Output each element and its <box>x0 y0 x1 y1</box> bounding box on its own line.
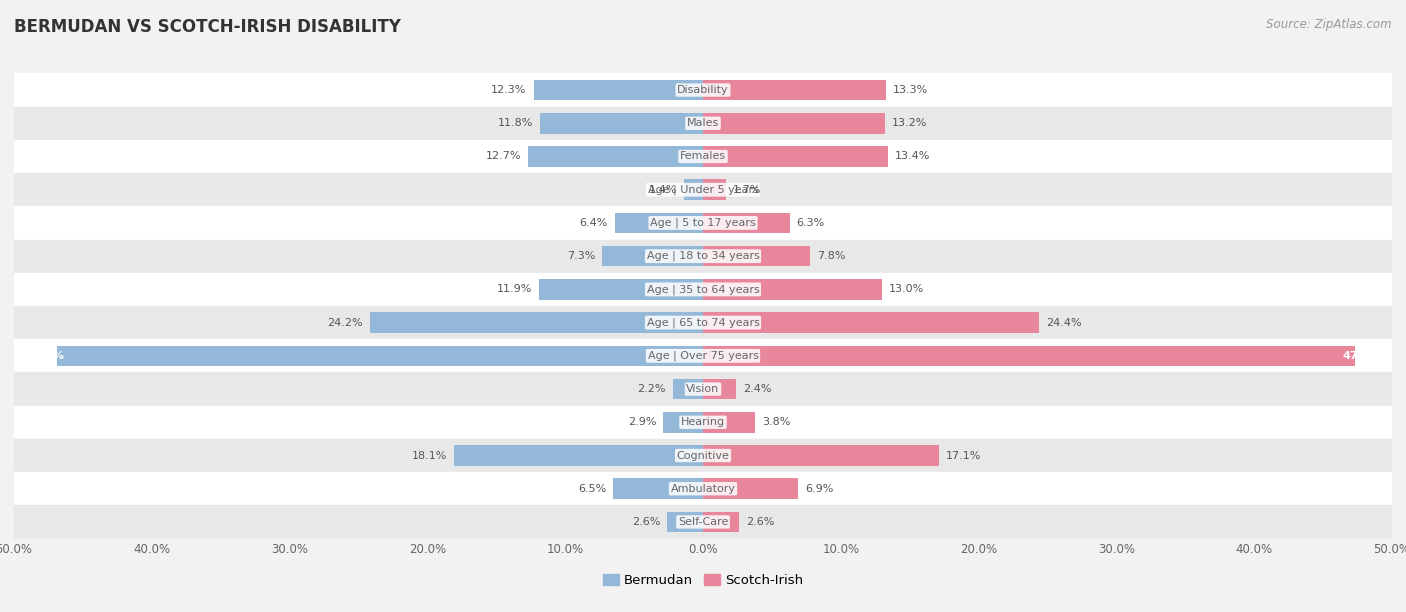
Text: 6.5%: 6.5% <box>578 483 606 494</box>
Text: Source: ZipAtlas.com: Source: ZipAtlas.com <box>1267 18 1392 31</box>
Text: 24.4%: 24.4% <box>1046 318 1081 327</box>
Bar <box>683 179 703 200</box>
Bar <box>14 239 1392 273</box>
Bar <box>14 439 1392 472</box>
Bar <box>703 445 939 466</box>
Text: 2.2%: 2.2% <box>637 384 666 394</box>
Bar <box>614 212 703 233</box>
Text: Disability: Disability <box>678 85 728 95</box>
Text: Age | 35 to 64 years: Age | 35 to 64 years <box>647 284 759 294</box>
Text: 12.3%: 12.3% <box>491 85 527 95</box>
Bar <box>14 273 1392 306</box>
Text: 12.7%: 12.7% <box>485 152 522 162</box>
Bar <box>703 146 887 167</box>
Text: BERMUDAN VS SCOTCH-IRISH DISABILITY: BERMUDAN VS SCOTCH-IRISH DISABILITY <box>14 18 401 36</box>
Text: 2.4%: 2.4% <box>742 384 772 394</box>
Text: 7.3%: 7.3% <box>567 251 596 261</box>
Text: 13.3%: 13.3% <box>893 85 928 95</box>
Bar <box>56 346 703 366</box>
Text: Males: Males <box>688 118 718 129</box>
Text: 1.7%: 1.7% <box>734 185 762 195</box>
Bar <box>533 80 703 100</box>
Bar <box>14 472 1392 506</box>
Text: 18.1%: 18.1% <box>412 450 447 460</box>
Bar <box>703 179 727 200</box>
Bar <box>14 306 1392 339</box>
Bar <box>529 146 703 167</box>
Text: 47.3%: 47.3% <box>1343 351 1381 361</box>
Bar <box>703 113 884 133</box>
Text: Hearing: Hearing <box>681 417 725 427</box>
Text: Age | Under 5 years: Age | Under 5 years <box>648 184 758 195</box>
Legend: Bermudan, Scotch-Irish: Bermudan, Scotch-Irish <box>598 569 808 592</box>
Text: 11.8%: 11.8% <box>498 118 533 129</box>
Text: 1.4%: 1.4% <box>648 185 676 195</box>
Bar <box>703 412 755 433</box>
Text: Age | 65 to 74 years: Age | 65 to 74 years <box>647 318 759 328</box>
Bar <box>703 479 799 499</box>
Bar <box>668 512 703 532</box>
Bar <box>370 312 703 333</box>
Text: 6.4%: 6.4% <box>579 218 607 228</box>
Text: 2.9%: 2.9% <box>627 417 657 427</box>
Text: 2.6%: 2.6% <box>631 517 661 527</box>
Bar <box>672 379 703 400</box>
Bar <box>664 412 703 433</box>
Text: 17.1%: 17.1% <box>945 450 981 460</box>
Text: Cognitive: Cognitive <box>676 450 730 460</box>
Text: Vision: Vision <box>686 384 720 394</box>
Text: 6.3%: 6.3% <box>797 218 825 228</box>
Bar <box>703 212 790 233</box>
Text: Ambulatory: Ambulatory <box>671 483 735 494</box>
Text: 24.2%: 24.2% <box>328 318 363 327</box>
Bar <box>703 279 882 300</box>
Bar <box>703 246 810 266</box>
Bar <box>14 106 1392 140</box>
Text: Age | 18 to 34 years: Age | 18 to 34 years <box>647 251 759 261</box>
Text: Age | Over 75 years: Age | Over 75 years <box>648 351 758 361</box>
Text: 11.9%: 11.9% <box>496 285 531 294</box>
Text: 6.9%: 6.9% <box>806 483 834 494</box>
Bar <box>538 279 703 300</box>
Text: Age | 5 to 17 years: Age | 5 to 17 years <box>650 218 756 228</box>
Text: 46.9%: 46.9% <box>25 351 65 361</box>
Text: 13.2%: 13.2% <box>891 118 927 129</box>
Bar <box>703 346 1355 366</box>
Bar <box>14 206 1392 239</box>
Bar <box>602 246 703 266</box>
Bar <box>540 113 703 133</box>
Text: 13.0%: 13.0% <box>889 285 924 294</box>
Text: Self-Care: Self-Care <box>678 517 728 527</box>
Bar <box>14 73 1392 106</box>
Text: 7.8%: 7.8% <box>817 251 846 261</box>
Bar <box>14 373 1392 406</box>
Bar <box>613 479 703 499</box>
Text: Females: Females <box>681 152 725 162</box>
Bar <box>14 339 1392 373</box>
Bar <box>14 506 1392 539</box>
Text: 13.4%: 13.4% <box>894 152 929 162</box>
Text: 3.8%: 3.8% <box>762 417 790 427</box>
Bar <box>14 406 1392 439</box>
Bar <box>703 312 1039 333</box>
Text: 2.6%: 2.6% <box>745 517 775 527</box>
Bar <box>703 379 737 400</box>
Bar <box>703 80 886 100</box>
Bar <box>14 173 1392 206</box>
Bar <box>14 140 1392 173</box>
Bar <box>454 445 703 466</box>
Bar <box>703 512 738 532</box>
